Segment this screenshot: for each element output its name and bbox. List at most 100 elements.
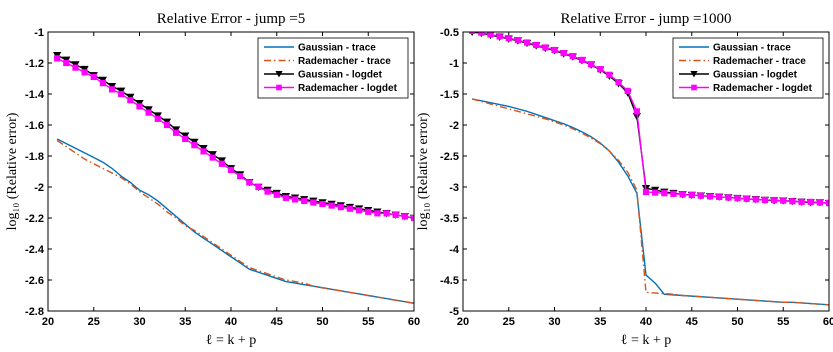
legend: Gaussian - trace Rademacher - trace Gaussi… xyxy=(672,37,824,99)
data-point xyxy=(310,199,317,206)
y-tick-label: -1 xyxy=(34,27,44,39)
data-point xyxy=(761,196,769,204)
data-point xyxy=(401,213,408,220)
chart-panel-2: Relative Error - jump =1000 20 25 30 35 40 45 5… xyxy=(416,11,833,348)
data-point xyxy=(63,59,70,67)
data-point xyxy=(624,87,631,94)
y-axis-label: log₁₀ (Relative error) xyxy=(5,112,20,230)
y-tick-label: -2 xyxy=(34,182,44,194)
data-point xyxy=(154,115,161,122)
data-point xyxy=(734,195,741,202)
data-point xyxy=(533,41,540,49)
data-point xyxy=(652,189,659,196)
legend-entry-3: Gaussian - logdet xyxy=(264,70,383,81)
y-tick-label: -2 xyxy=(449,120,459,132)
data-point xyxy=(716,193,723,201)
x-tick-label: 50 xyxy=(316,316,328,328)
y-tick-label: -1.2 xyxy=(25,58,44,70)
x-tick-label: 40 xyxy=(640,316,652,328)
data-point xyxy=(200,148,207,155)
y-tick-label: -0.5 xyxy=(440,27,459,39)
series-line xyxy=(471,98,829,306)
y-axis-label: log₁₀ (Relative error) xyxy=(416,112,431,230)
data-point xyxy=(587,61,595,68)
legend-entry-2: Rademacher - trace xyxy=(679,56,806,67)
x-axis-label: ℓ = k + p xyxy=(206,333,257,348)
data-point xyxy=(469,32,476,34)
data-point xyxy=(597,66,604,73)
data-point xyxy=(273,191,280,198)
x-tick-label: 60 xyxy=(408,316,420,328)
y-tick-label: -1.5 xyxy=(440,89,459,101)
series-4 xyxy=(54,55,414,222)
plot-area xyxy=(469,32,829,306)
data-point xyxy=(642,188,650,196)
y-tick-label: -2.4 xyxy=(25,244,45,256)
x-tick-label: 35 xyxy=(594,316,606,328)
data-point xyxy=(789,198,796,205)
y-tick-label: -4 xyxy=(449,244,460,256)
legend-entry-3: Gaussian - logdet xyxy=(679,70,798,81)
chart-panel-1: Relative Error - jump =5 20 25 30 35 40 45 50 55… xyxy=(5,11,420,348)
data-point xyxy=(99,80,106,87)
data-point xyxy=(127,97,134,104)
data-point xyxy=(615,79,622,86)
data-point xyxy=(551,46,558,54)
legend-label: Gaussian - trace xyxy=(713,43,791,54)
x-tick-label: 55 xyxy=(362,316,374,328)
data-point xyxy=(770,196,778,204)
data-point xyxy=(365,208,372,215)
legend-entry-1: Gaussian - trace xyxy=(264,43,376,54)
data-point xyxy=(505,35,512,42)
axes: 20 25 30 35 40 45 50 55 60 -1 -1.2 -1.4 -1.6 -1.8 -2 -2… xyxy=(25,27,420,328)
x-tick-label: 60 xyxy=(823,316,833,328)
axes: 20 25 30 35 40 45 50 55 60 -0.5 -1 -1.5 -2 -2.5 -3 -3.5… xyxy=(440,27,833,328)
series-line xyxy=(56,54,414,219)
data-point xyxy=(291,196,299,203)
y-tick-label: -5 xyxy=(449,306,459,318)
legend-label: Gaussian - logdet xyxy=(298,70,383,81)
data-point xyxy=(319,200,326,208)
legend-label: Rademacher - trace xyxy=(298,56,391,67)
series-2 xyxy=(56,139,414,304)
data-point xyxy=(514,36,521,44)
series-2 xyxy=(471,98,829,306)
data-point xyxy=(90,73,97,81)
plot-area xyxy=(53,51,414,304)
data-point xyxy=(81,69,88,76)
legend-label: Rademacher - logdet xyxy=(713,83,813,94)
legend-label: Rademacher - logdet xyxy=(298,83,398,94)
series-line xyxy=(56,139,414,304)
series-line xyxy=(56,57,414,219)
x-tick-label: 20 xyxy=(42,316,54,328)
chart-title: Relative Error - jump =1000 xyxy=(561,11,732,27)
data-point xyxy=(743,195,750,202)
data-point xyxy=(725,194,732,201)
data-point xyxy=(780,197,787,204)
data-point xyxy=(218,160,225,167)
legend-marker xyxy=(275,71,283,78)
data-point xyxy=(578,56,586,63)
y-tick-label: -2.6 xyxy=(25,275,44,287)
data-point xyxy=(374,210,381,217)
y-tick-label: -3 xyxy=(449,182,459,194)
data-point xyxy=(301,197,308,205)
chart-title: Relative Error - jump =5 xyxy=(157,11,305,27)
x-tick-label: 55 xyxy=(777,316,789,328)
x-tick-label: 45 xyxy=(686,316,698,328)
x-tick-label: 30 xyxy=(548,316,560,328)
data-point xyxy=(487,32,494,38)
x-tick-label: 45 xyxy=(271,316,283,328)
legend-entry-4: Rademacher - logdet xyxy=(679,83,813,94)
data-point xyxy=(163,121,171,129)
data-point xyxy=(54,55,61,62)
data-point xyxy=(798,198,805,205)
data-point xyxy=(118,90,125,98)
series-line xyxy=(474,32,829,204)
y-tick-label: -1.8 xyxy=(25,151,44,163)
x-tick-label: 30 xyxy=(133,316,145,328)
data-point xyxy=(108,86,116,93)
data-point xyxy=(182,135,189,143)
x-tick-label: 50 xyxy=(731,316,743,328)
series-4 xyxy=(469,32,829,207)
